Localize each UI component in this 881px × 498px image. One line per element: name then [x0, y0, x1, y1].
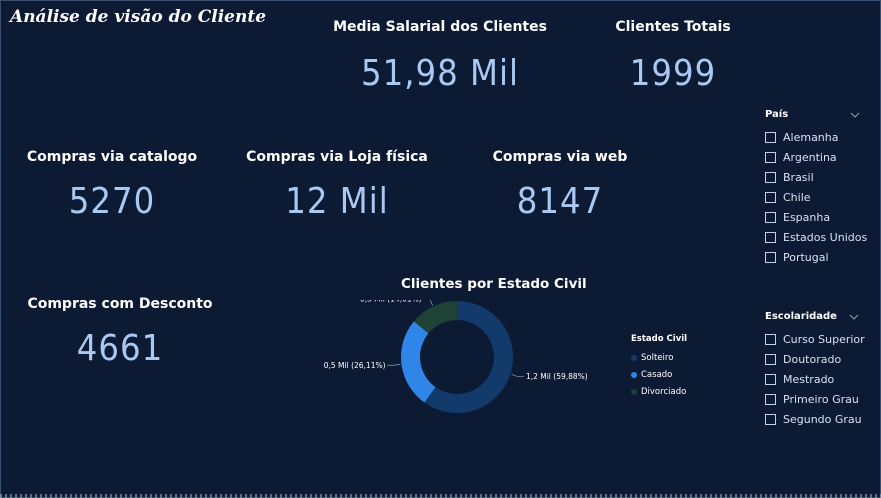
chart-legend: Estado Civil Solteiro Casado Divorciado [631, 334, 687, 400]
slicer-option[interactable]: Mestrado [765, 369, 875, 389]
checkbox[interactable] [765, 171, 776, 183]
checkbox[interactable] [765, 251, 776, 263]
slicer-title: País [765, 109, 789, 120]
card-value: 51,98 Mil [361, 53, 519, 94]
data-label: 0,3 Mil (14,01%) [360, 300, 422, 304]
slicer-option-label: Espanha [783, 210, 831, 224]
slicer-option-label: Argentina [783, 150, 837, 164]
legend-marker [631, 388, 637, 395]
card-value: 4661 [76, 328, 164, 369]
legend-item[interactable]: Divorciado [631, 383, 687, 400]
card-label: Compras com Desconto [27, 296, 213, 312]
donut-slice-casado[interactable] [401, 321, 436, 403]
slicer-escolaridade: Escolaridade Curso Superior Doutorado Mest… [765, 311, 875, 429]
slicer-option-label: Brasil [783, 170, 814, 184]
checkbox[interactable] [765, 191, 776, 203]
card-value: 1999 [629, 53, 717, 94]
card-compras-web[interactable]: Compras via web 8147 [486, 149, 634, 222]
card-value: 12 Mil [285, 181, 389, 222]
slicer-option[interactable]: Brasil [765, 167, 875, 187]
card-label: Media Salarial dos Clientes [333, 19, 547, 35]
slicer-title: Escolaridade [765, 311, 837, 322]
donut-slice-divorciado[interactable] [413, 301, 457, 334]
legend-label: Casado [641, 369, 673, 380]
legend-label: Solteiro [641, 352, 674, 363]
slicer-option[interactable]: Curso Superior [765, 329, 875, 349]
slicer-option-label: Chile [783, 190, 811, 204]
slicer-header[interactable]: Escolaridade [765, 311, 875, 322]
slicer-header[interactable]: País [765, 109, 875, 120]
checkbox[interactable] [765, 131, 776, 143]
card-compras-loja[interactable]: Compras via Loja física 12 Mil [246, 149, 428, 222]
slicer-option-label: Primeiro Grau [783, 392, 859, 406]
chevron-down-icon[interactable] [850, 110, 860, 120]
donut-slice-solteiro[interactable] [424, 301, 513, 413]
slicer-option-label: Curso Superior [783, 332, 865, 346]
slicer-option[interactable]: Primeiro Grau [765, 389, 875, 409]
slicer-option[interactable]: Doutorado [765, 349, 875, 369]
card-label: Compras via Loja física [246, 149, 428, 165]
label-leader-line [429, 300, 434, 306]
slicer-option[interactable]: Chile [765, 187, 875, 207]
legend-label: Divorciado [641, 386, 687, 397]
slicer-option-label: Estados Unidos [783, 230, 868, 244]
slicer-option-label: Segundo Grau [783, 412, 862, 426]
slicer-option[interactable]: Portugal [765, 247, 875, 267]
page-title: Análise de visão do Cliente [10, 7, 267, 27]
slicer-option[interactable]: Argentina [765, 147, 875, 167]
card-compras-desconto[interactable]: Compras com Desconto 4661 [22, 296, 218, 369]
slicer-option[interactable]: Espanha [765, 207, 875, 227]
chevron-down-icon[interactable] [849, 312, 859, 322]
slicer-option-label: Doutorado [783, 352, 842, 366]
slicer-option-label: Alemanha [783, 130, 839, 144]
donut-chart: 1,2 Mil (59,88%) 0,5 Mil (26,11%) 0,3 Mil … [324, 300, 588, 413]
checkbox[interactable] [765, 373, 776, 385]
card-media-salarial[interactable]: Media Salarial dos Clientes 51,98 Mil [330, 19, 550, 94]
legend-marker [631, 371, 637, 378]
slicer-option[interactable]: Estados Unidos [765, 227, 875, 247]
slicer-option-label: Mestrado [783, 372, 835, 386]
data-label: 1,2 Mil (59,88%) [526, 372, 588, 381]
data-label: 0,5 Mil (26,11%) [324, 361, 386, 370]
slicer-list: Curso Superior Doutorado Mestrado Primeiro … [765, 329, 875, 429]
card-value: 5270 [68, 181, 156, 222]
card-label: Compras via web [492, 149, 628, 165]
checkbox[interactable] [765, 151, 776, 163]
checkbox[interactable] [765, 231, 776, 243]
card-clientes-totais[interactable]: Clientes Totais 1999 [595, 19, 751, 94]
label-leader-line [511, 374, 524, 377]
page-border-bottom [0, 494, 881, 498]
checkbox[interactable] [765, 333, 776, 345]
checkbox[interactable] [765, 353, 776, 365]
slicer-option[interactable]: Alemanha [765, 127, 875, 147]
label-leader-line [387, 364, 401, 366]
slicer-option-label: Portugal [783, 250, 829, 264]
legend-marker [631, 354, 637, 361]
checkbox[interactable] [765, 413, 776, 425]
legend-item[interactable]: Solteiro [631, 349, 687, 366]
chart-title: Clientes por Estado Civil [401, 276, 587, 292]
checkbox[interactable] [765, 393, 776, 405]
slicer-option[interactable]: Segundo Grau [765, 409, 875, 429]
card-label: Clientes Totais [615, 19, 731, 35]
legend-item[interactable]: Casado [631, 366, 687, 383]
card-label: Compras via catalogo [26, 149, 198, 165]
checkbox[interactable] [765, 211, 776, 223]
slicer-pais: País Alemanha Argentina Brasil Chile Espanha… [765, 109, 875, 267]
card-value: 8147 [516, 181, 604, 222]
card-compras-catalogo[interactable]: Compras via catalogo 5270 [22, 149, 202, 222]
legend-title: Estado Civil [631, 334, 688, 344]
slicer-list: Alemanha Argentina Brasil Chile Espanha Estad… [765, 127, 875, 267]
